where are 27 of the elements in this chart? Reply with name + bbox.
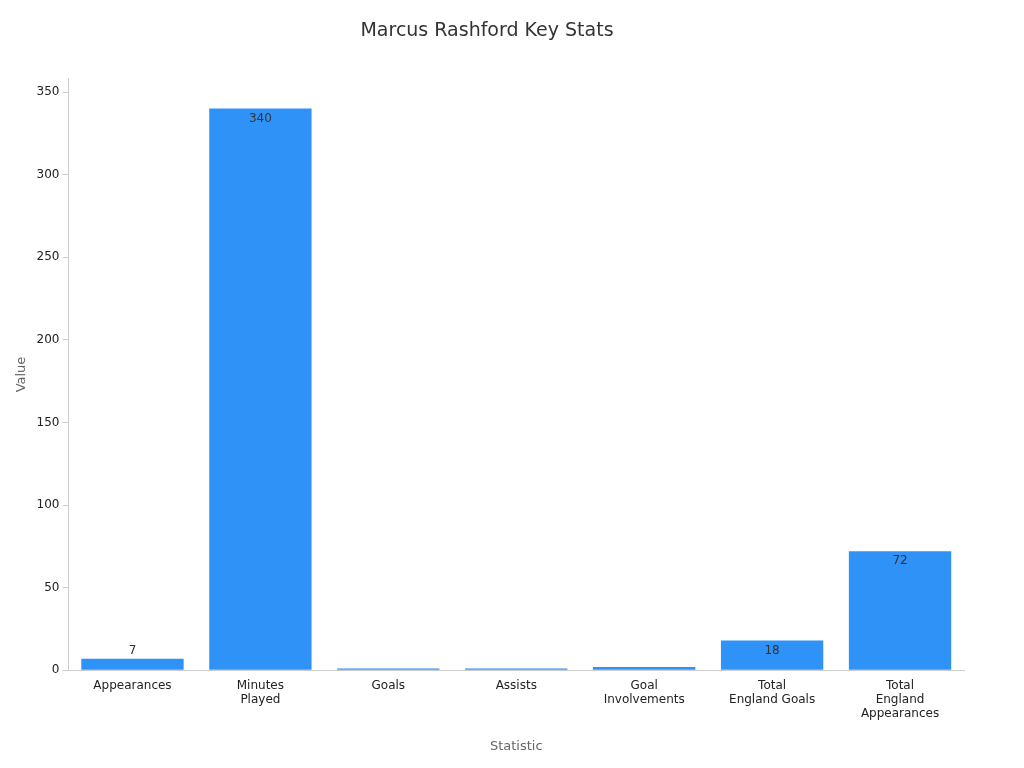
data-label: 72 — [892, 553, 908, 568]
x-tick-label: Appearances — [93, 677, 172, 692]
bar — [81, 658, 184, 670]
chart-title: Marcus Rashford Key Stats — [360, 18, 614, 41]
bar — [593, 666, 696, 670]
y-tick-label: 250 — [36, 249, 60, 264]
x-tick-label: Total England Goals — [729, 677, 816, 706]
x-tick-label: Total England Appearances — [860, 677, 940, 721]
bar — [848, 551, 952, 670]
y-tick-label: 150 — [36, 414, 60, 429]
bar — [720, 640, 824, 670]
data-label: 7 — [128, 642, 137, 657]
y-axis-title: Value — [13, 356, 29, 393]
x-tick-label: Minutes Played — [236, 677, 285, 706]
y-tick-label: 350 — [36, 84, 60, 99]
y-tick-label: 100 — [36, 497, 60, 512]
bar — [209, 108, 312, 670]
y-tick-label: 50 — [44, 579, 60, 594]
x-tick-label: Assists — [495, 677, 537, 692]
x-tick-label: Goal Involvements — [603, 677, 685, 706]
x-axis-title: Statistic — [489, 737, 543, 753]
data-label: 18 — [764, 642, 780, 657]
y-tick-label: 200 — [36, 331, 60, 346]
y-tick-label: 0 — [51, 662, 60, 677]
x-tick-label: Goals — [371, 677, 406, 692]
data-label: 340 — [248, 110, 272, 125]
y-tick-label: 300 — [36, 166, 60, 181]
